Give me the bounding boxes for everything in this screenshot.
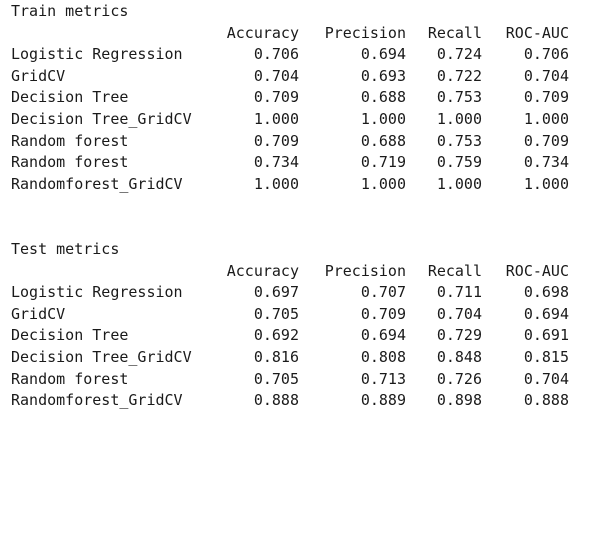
accuracy-value: 0.692	[253, 326, 299, 345]
accuracy-value: 1.000	[253, 109, 299, 128]
row-label: Random forest	[11, 153, 129, 172]
roc-auc-value: 0.888	[523, 391, 569, 410]
table-row: Random forest 0.734 0.719 0.759 0.734	[11, 152, 569, 174]
table-row: Decision Tree 0.692 0.694 0.729 0.691	[11, 325, 569, 347]
accuracy-value: 0.705	[253, 369, 299, 388]
recall-value: 1.000	[436, 174, 482, 193]
table-row: Decision Tree 0.709 0.688 0.753 0.709	[11, 87, 569, 109]
col-header-accuracy: Accuracy	[226, 261, 299, 280]
roc-auc-value: 0.704	[523, 369, 569, 388]
precision-value: 1.000	[360, 109, 406, 128]
accuracy-value: 0.734	[253, 153, 299, 172]
recall-value: 0.729	[436, 326, 482, 345]
col-header-recall: Recall	[427, 261, 482, 280]
row-label: Decision Tree	[11, 326, 129, 345]
train-metrics-title: Train metrics	[11, 2, 129, 20]
row-label: Decision Tree_GridCV	[11, 347, 192, 366]
train-metrics-table: Train metrics Accuracy Precision Recall …	[11, 1, 569, 196]
col-header-precision: Precision	[324, 23, 406, 42]
recall-value: 0.711	[436, 283, 482, 302]
recall-value: 0.753	[436, 88, 482, 107]
roc-auc-value: 1.000	[523, 174, 569, 193]
recall-value: 0.724	[436, 45, 482, 64]
accuracy-value: 1.000	[253, 174, 299, 193]
row-label: Logistic Regression	[11, 283, 183, 302]
row-label: Random forest	[11, 131, 129, 150]
recall-value: 0.704	[436, 304, 482, 323]
recall-value: 0.753	[436, 131, 482, 150]
accuracy-value: 0.705	[253, 304, 299, 323]
precision-value: 0.889	[360, 391, 406, 410]
accuracy-value: 0.888	[253, 391, 299, 410]
train-header-row: Accuracy Precision Recall ROC-AUC	[11, 23, 569, 45]
row-label: Randomforest_GridCV	[11, 174, 183, 193]
col-header-roc-auc: ROC-AUC	[505, 23, 569, 42]
col-header-precision: Precision	[324, 261, 406, 280]
precision-value: 0.808	[360, 347, 406, 366]
accuracy-value: 0.709	[253, 131, 299, 150]
row-label: Decision Tree	[11, 88, 129, 107]
roc-auc-value: 0.709	[523, 88, 569, 107]
row-label: GridCV	[11, 304, 66, 323]
precision-value: 0.709	[360, 304, 406, 323]
accuracy-value: 0.706	[253, 45, 299, 64]
roc-auc-value: 0.698	[523, 283, 569, 302]
accuracy-value: 0.709	[253, 88, 299, 107]
table-row: Decision Tree_GridCV 1.000 1.000 1.000 1…	[11, 109, 569, 131]
roc-auc-value: 0.709	[523, 131, 569, 150]
table-row: GridCV 0.705 0.709 0.704 0.694	[11, 304, 569, 326]
precision-value: 1.000	[360, 174, 406, 193]
recall-value: 0.848	[436, 347, 482, 366]
precision-value: 0.719	[360, 153, 406, 172]
row-label: GridCV	[11, 66, 66, 85]
roc-auc-value: 0.706	[523, 45, 569, 64]
table-row: GridCV 0.704 0.693 0.722 0.704	[11, 66, 569, 88]
precision-value: 0.713	[360, 369, 406, 388]
row-label: Randomforest_GridCV	[11, 391, 183, 410]
row-label: Decision Tree_GridCV	[11, 109, 192, 128]
table-row: Decision Tree_GridCV 0.816 0.808 0.848 0…	[11, 347, 569, 369]
test-metrics-table: Test metrics Accuracy Precision Recall R…	[11, 239, 569, 412]
precision-value: 0.688	[360, 88, 406, 107]
roc-auc-value: 0.691	[523, 326, 569, 345]
precision-value: 0.694	[360, 45, 406, 64]
table-row: Randomforest_GridCV 0.888 0.889 0.898 0.…	[11, 390, 569, 412]
roc-auc-value: 0.734	[523, 153, 569, 172]
table-row: Randomforest_GridCV 1.000 1.000 1.000 1.…	[11, 174, 569, 196]
table-row: Logistic Regression 0.706 0.694 0.724 0.…	[11, 44, 569, 66]
roc-auc-value: 0.704	[523, 66, 569, 85]
roc-auc-value: 0.694	[523, 304, 569, 323]
precision-value: 0.694	[360, 326, 406, 345]
accuracy-value: 0.704	[253, 66, 299, 85]
row-label: Logistic Regression	[11, 45, 183, 64]
roc-auc-value: 0.815	[523, 347, 569, 366]
roc-auc-value: 1.000	[523, 109, 569, 128]
table-row: Random forest 0.705 0.713 0.726 0.704	[11, 369, 569, 391]
col-header-roc-auc: ROC-AUC	[505, 261, 569, 280]
recall-value: 0.726	[436, 369, 482, 388]
table-row: Random forest 0.709 0.688 0.753 0.709	[11, 131, 569, 153]
recall-value: 1.000	[436, 109, 482, 128]
col-header-recall: Recall	[427, 23, 482, 42]
test-metrics-title: Test metrics	[11, 240, 120, 258]
recall-value: 0.722	[436, 66, 482, 85]
col-header-accuracy: Accuracy	[226, 23, 299, 42]
recall-value: 0.898	[436, 391, 482, 410]
test-header-row: Accuracy Precision Recall ROC-AUC	[11, 261, 569, 283]
precision-value: 0.693	[360, 66, 406, 85]
recall-value: 0.759	[436, 153, 482, 172]
row-label: Random forest	[11, 369, 129, 388]
accuracy-value: 0.816	[253, 347, 299, 366]
table-row: Logistic Regression 0.697 0.707 0.711 0.…	[11, 282, 569, 304]
precision-value: 0.707	[360, 283, 406, 302]
accuracy-value: 0.697	[253, 283, 299, 302]
precision-value: 0.688	[360, 131, 406, 150]
